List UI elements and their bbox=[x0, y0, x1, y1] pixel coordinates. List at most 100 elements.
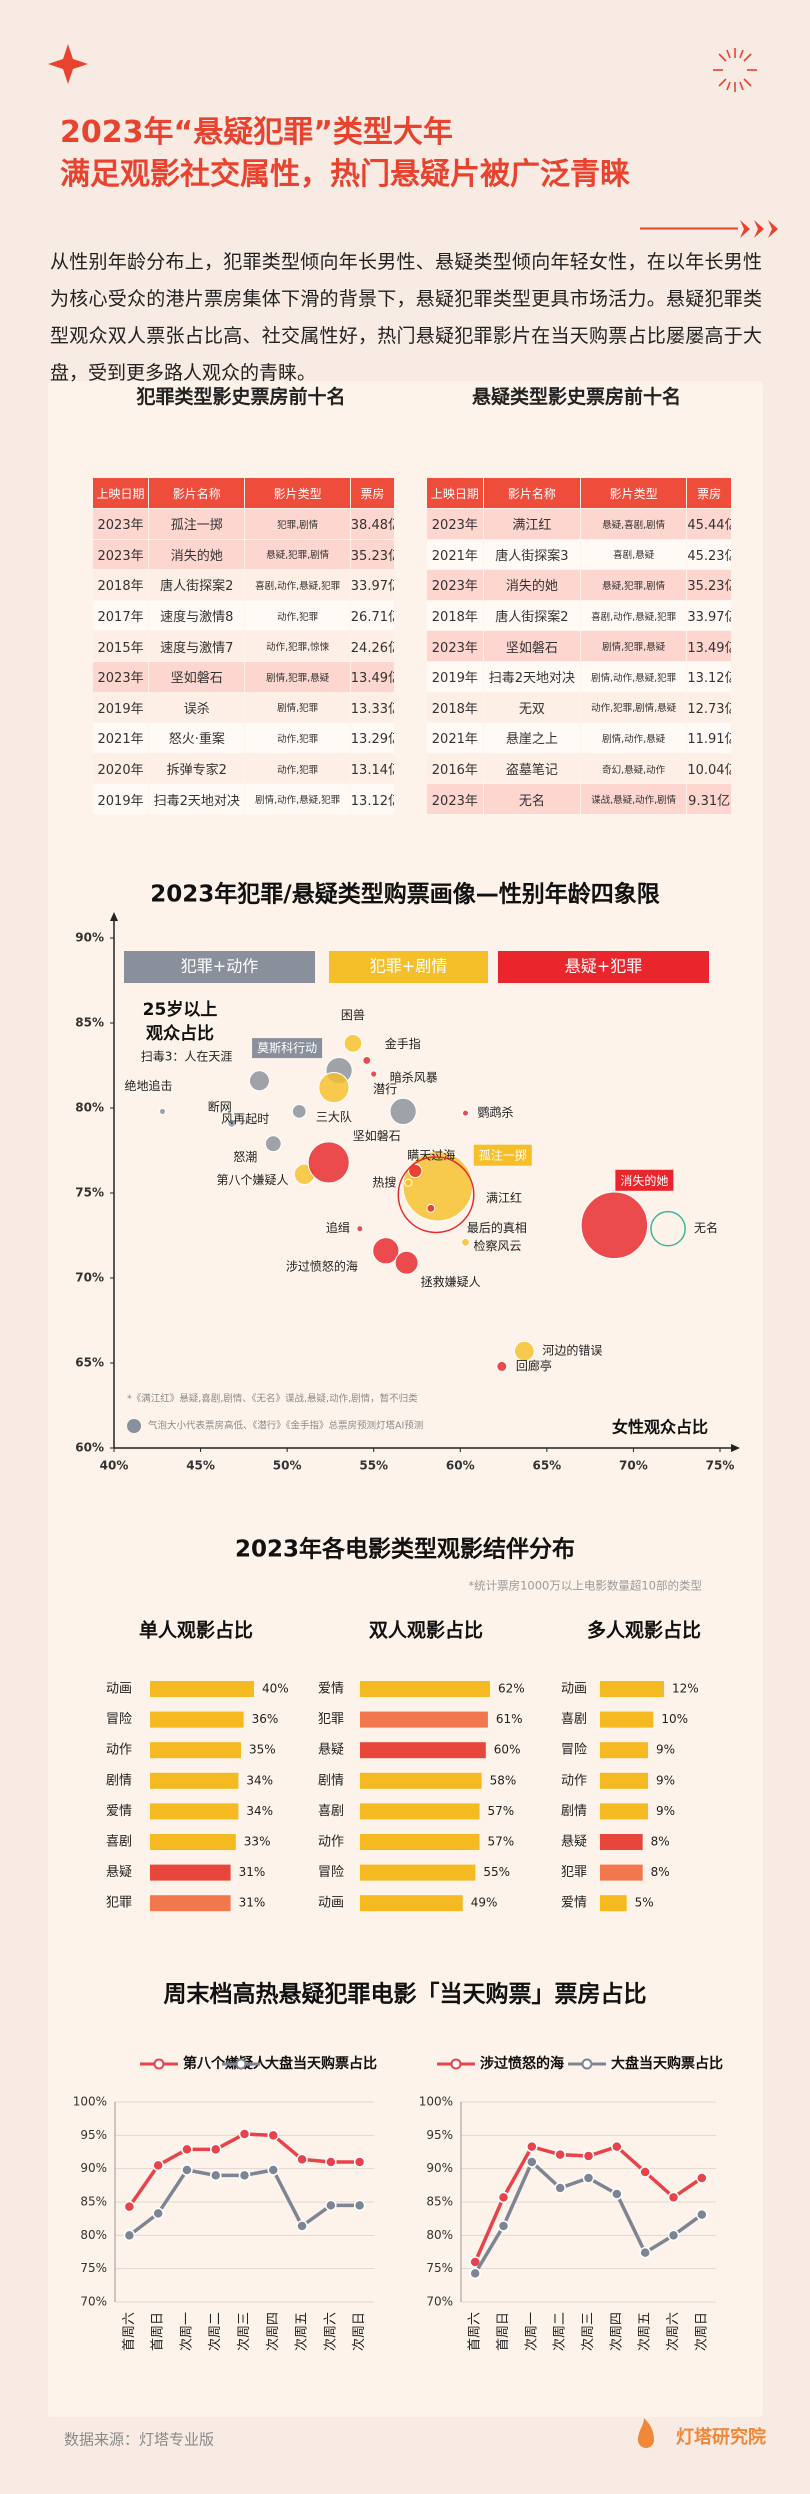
line-marker bbox=[696, 2172, 708, 2184]
table-cell: 2017年 bbox=[91, 599, 150, 632]
table-cell: 动作,犯罪 bbox=[244, 599, 351, 632]
x-tick-label: 40% bbox=[100, 1459, 129, 1473]
table-cell: 13.49亿 bbox=[349, 660, 395, 693]
bar bbox=[600, 1742, 648, 1759]
bubble bbox=[408, 1163, 423, 1179]
category-label: 悬疑 bbox=[106, 1864, 132, 1880]
note: 气泡大小代表票房高低、《潜行》《金手指》总票房预测灯塔AI预测 bbox=[148, 1420, 423, 1432]
x-tick-label: 首周日 bbox=[496, 2312, 511, 2351]
table-cell: 35.23亿 bbox=[686, 569, 732, 601]
y-tick-label: 95% bbox=[80, 2128, 107, 2142]
table-cell: 2019年 bbox=[91, 691, 150, 724]
value-label: 31% bbox=[239, 1865, 266, 1879]
x-tick-label: 次周二 bbox=[552, 2312, 568, 2351]
line-marker bbox=[526, 2140, 538, 2153]
table-cell: 2019年 bbox=[426, 660, 484, 693]
title-line: 满足观影社交属性，热门悬疑片被广泛青睐 bbox=[60, 157, 630, 192]
table-cell: 谍战,悬疑,动作,剧情 bbox=[579, 783, 688, 815]
x-tick-label: 次周一 bbox=[178, 2312, 194, 2351]
value-label: 12% bbox=[672, 1682, 699, 1696]
line-marker bbox=[554, 2148, 566, 2161]
bar bbox=[360, 1742, 486, 1759]
line-marker bbox=[611, 2188, 623, 2200]
x-tick-label: 55% bbox=[359, 1459, 388, 1473]
value-label: 60% bbox=[494, 1743, 521, 1757]
value-label: 57% bbox=[488, 1835, 515, 1849]
point-label: 回廊亭 bbox=[516, 1358, 552, 1373]
table-cell: 13.33亿 bbox=[349, 691, 395, 724]
category-label: 剧情 bbox=[106, 1773, 132, 1788]
bubble bbox=[291, 1104, 307, 1119]
line-marker bbox=[152, 2207, 164, 2220]
table-cell: 喜剧,悬疑 bbox=[579, 538, 688, 571]
x-tick-label: 首周六 bbox=[468, 2312, 483, 2351]
bar bbox=[360, 1864, 476, 1881]
table-cell: 剧情,犯罪,悬疑 bbox=[579, 630, 688, 662]
line-marker bbox=[325, 2199, 337, 2212]
y-tick-label: 85% bbox=[75, 1016, 104, 1030]
point-label: 热搜 bbox=[372, 1174, 396, 1189]
x-tick-label: 次周二 bbox=[207, 2312, 223, 2351]
bar bbox=[360, 1803, 480, 1820]
value-label: 31% bbox=[239, 1896, 266, 1910]
value-label: 62% bbox=[498, 1682, 525, 1696]
y-tick-label: 90% bbox=[426, 2161, 453, 2175]
table-cell: 2023年 bbox=[426, 569, 484, 601]
line-marker bbox=[639, 2166, 651, 2178]
value-label: 8% bbox=[651, 1865, 670, 1879]
line-marker bbox=[238, 2128, 251, 2140]
table-cell: 2018年 bbox=[91, 569, 150, 601]
category-label: 犯罪 bbox=[561, 1865, 587, 1880]
x-tick-label: 次周四 bbox=[608, 2312, 624, 2351]
title-line: 2023年“悬疑犯罪”类型大年 bbox=[60, 115, 453, 150]
x-tick-label: 60% bbox=[446, 1459, 475, 1473]
bar bbox=[150, 1772, 239, 1789]
legend-label: 大盘当天购票占比 bbox=[611, 2055, 723, 2072]
value-label: 9% bbox=[656, 1773, 675, 1787]
table-cell: 10.04亿 bbox=[686, 752, 732, 785]
x-tick-label: 次周日 bbox=[693, 2312, 709, 2351]
y-tick-label: 70% bbox=[426, 2295, 453, 2309]
point-label: 鹦鹉杀 bbox=[477, 1105, 513, 1120]
value-label: 49% bbox=[471, 1896, 498, 1910]
category-label: 爱情 bbox=[561, 1896, 587, 1911]
table: 上映日期影片名称影片类型票房2023年满江红悬疑,喜剧,剧情45.44亿2021… bbox=[426, 477, 732, 815]
bar bbox=[150, 1681, 254, 1697]
category-label: 喜剧 bbox=[561, 1712, 587, 1727]
category-label: 剧情 bbox=[561, 1804, 587, 1819]
table-title: 犯罪类型影史票房前十名 bbox=[136, 386, 346, 408]
y-tick-label: 75% bbox=[426, 2261, 453, 2275]
table-cell: 45.44亿 bbox=[686, 508, 732, 540]
value-label: 58% bbox=[490, 1773, 517, 1787]
x-tick-label: 50% bbox=[273, 1459, 302, 1473]
table-cell: 33.97亿 bbox=[349, 569, 395, 601]
table-cell: 12.73亿 bbox=[686, 691, 732, 724]
value-label: 34% bbox=[246, 1773, 273, 1787]
bar bbox=[600, 1803, 648, 1820]
table-cell: 2023年 bbox=[426, 783, 484, 815]
bar bbox=[150, 1895, 231, 1912]
bubble bbox=[404, 1178, 413, 1187]
header-cell: 票房 bbox=[686, 477, 732, 509]
table-cell: 35.23亿 bbox=[349, 538, 395, 571]
line-marker bbox=[267, 2129, 280, 2142]
bubble bbox=[356, 1225, 364, 1233]
header-cell: 上映日期 bbox=[426, 477, 484, 509]
category-label: 犯罪 bbox=[318, 1712, 344, 1727]
table-cell: 26.71亿 bbox=[349, 599, 395, 632]
table-cell: 2023年 bbox=[426, 630, 484, 662]
line-marker bbox=[152, 2159, 164, 2172]
y-tick-label: 75% bbox=[80, 2261, 107, 2275]
bubble bbox=[426, 1203, 436, 1213]
label-box bbox=[473, 1144, 532, 1166]
table-cell: 动作,犯罪 bbox=[244, 722, 351, 754]
category-label: 喜剧 bbox=[106, 1835, 132, 1850]
legend-swatch bbox=[329, 951, 488, 983]
bubble bbox=[461, 1109, 469, 1117]
table-cell: 2021年 bbox=[91, 722, 150, 754]
